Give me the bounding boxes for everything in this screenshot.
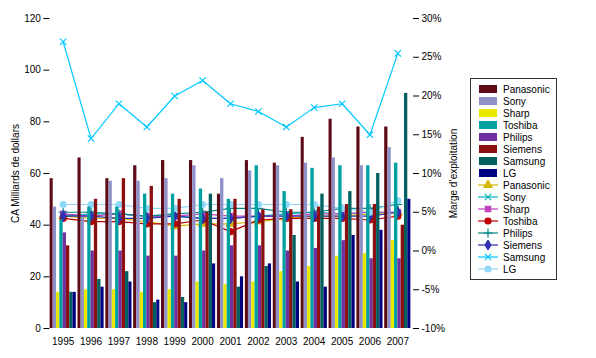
svg-text:0%: 0% <box>422 245 437 256</box>
svg-text:CA Milliards de dollars: CA Milliards de dollars <box>10 124 21 223</box>
svg-text:120: 120 <box>24 13 41 24</box>
svg-text:1996: 1996 <box>80 336 103 347</box>
html-text:LG: LG <box>503 167 517 179</box>
svg-text:-5%: -5% <box>422 284 440 295</box>
svg-text:1997: 1997 <box>108 336 131 347</box>
html-text:Panasonic: Panasonic <box>503 179 550 191</box>
html-text:Siemens: Siemens <box>503 143 542 155</box>
html-text:Sharp: Sharp <box>503 203 530 215</box>
html-text:Sony: Sony <box>503 95 526 107</box>
svg-text:100: 100 <box>24 64 41 75</box>
svg-text:2000: 2000 <box>191 336 214 347</box>
html-text:Sharp: Sharp <box>503 107 530 119</box>
html-text:LG: LG <box>503 263 517 275</box>
svg-text:2007: 2007 <box>387 336 410 347</box>
svg-text:1995: 1995 <box>52 336 75 347</box>
html-text:Philips: Philips <box>503 131 533 143</box>
svg-text:2002: 2002 <box>247 336 270 347</box>
svg-text:40: 40 <box>30 219 42 230</box>
svg-text:10%: 10% <box>422 168 442 179</box>
svg-text:0: 0 <box>35 323 41 334</box>
svg-text:1998: 1998 <box>136 336 159 347</box>
svg-text:20%: 20% <box>422 90 442 101</box>
svg-text:2006: 2006 <box>359 336 382 347</box>
svg-text:Marge d’exploitation: Marge d’exploitation <box>448 129 459 219</box>
svg-text:20: 20 <box>30 271 42 282</box>
svg-text:25%: 25% <box>422 51 442 62</box>
svg-text:1999: 1999 <box>164 336 187 347</box>
html-text:Siemens: Siemens <box>503 239 542 251</box>
svg-text:2003: 2003 <box>275 336 298 347</box>
html-text:Toshiba: Toshiba <box>503 215 538 227</box>
html-text:Panasonic: Panasonic <box>503 83 550 95</box>
html-text:Philips: Philips <box>503 227 533 239</box>
svg-text:2004: 2004 <box>303 336 326 347</box>
svg-text:60: 60 <box>30 168 42 179</box>
html-text:Sony: Sony <box>503 191 526 203</box>
html-text:Toshiba: Toshiba <box>503 119 538 131</box>
html-text:Samsung: Samsung <box>503 155 546 167</box>
svg-text:80: 80 <box>30 116 42 127</box>
svg-text:2001: 2001 <box>219 336 242 347</box>
svg-text:5%: 5% <box>422 206 437 217</box>
svg-text:2005: 2005 <box>331 336 354 347</box>
svg-text:15%: 15% <box>422 129 442 140</box>
svg-text:-10%: -10% <box>422 323 445 334</box>
svg-text:30%: 30% <box>422 13 442 24</box>
html-text:Samsung: Samsung <box>503 251 546 263</box>
